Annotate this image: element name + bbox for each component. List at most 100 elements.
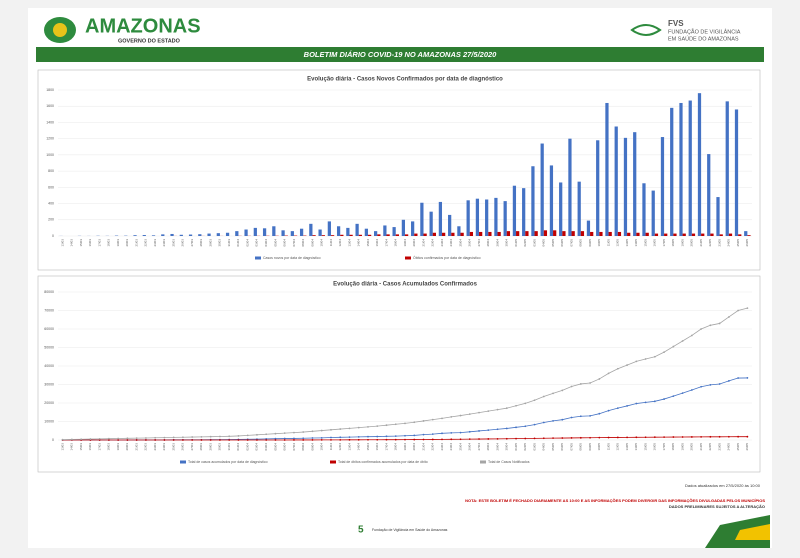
x-tick-label: 04/04 bbox=[264, 443, 268, 451]
point bbox=[487, 429, 490, 432]
point bbox=[496, 408, 499, 411]
x-tick-label: 26/03 bbox=[181, 239, 185, 247]
x-tick-label: 18/04 bbox=[394, 443, 398, 451]
x-tick-label: 16/03 bbox=[88, 239, 92, 247]
point bbox=[663, 436, 665, 439]
point bbox=[570, 437, 573, 439]
y-tick-label: 40000 bbox=[44, 364, 54, 368]
x-tick-label: 28/04 bbox=[486, 239, 490, 247]
point bbox=[431, 438, 434, 441]
point bbox=[644, 401, 647, 404]
point bbox=[607, 409, 610, 412]
bar bbox=[586, 220, 591, 236]
point bbox=[505, 407, 508, 410]
bar bbox=[272, 226, 276, 236]
point bbox=[265, 439, 268, 441]
point bbox=[616, 407, 619, 410]
legend-swatch bbox=[480, 460, 486, 464]
x-tick-label: 25/05 bbox=[736, 443, 740, 451]
point bbox=[163, 439, 166, 441]
y-tick-label: 60000 bbox=[44, 327, 54, 331]
point bbox=[496, 437, 499, 440]
x-tick-label: 21/05 bbox=[699, 239, 703, 247]
point bbox=[737, 435, 740, 438]
point bbox=[191, 436, 194, 438]
point bbox=[376, 438, 379, 441]
x-tick-label: 23/05 bbox=[717, 443, 721, 451]
x-tick-label: 22/03 bbox=[144, 443, 148, 451]
point bbox=[607, 372, 610, 375]
point bbox=[283, 437, 286, 440]
point bbox=[154, 439, 157, 441]
point bbox=[348, 438, 351, 441]
bar bbox=[309, 223, 313, 236]
point bbox=[718, 322, 721, 325]
bar bbox=[503, 201, 507, 236]
x-tick-label: 22/04 bbox=[431, 239, 435, 247]
x-tick-label: 24/05 bbox=[727, 443, 731, 451]
bar bbox=[531, 166, 535, 236]
bar bbox=[719, 234, 723, 236]
x-tick-label: 03/04 bbox=[255, 443, 259, 451]
point bbox=[145, 439, 147, 441]
legend-swatch bbox=[255, 256, 261, 260]
x-tick-label: 14/03 bbox=[70, 443, 74, 451]
x-tick-label: 16/04 bbox=[375, 443, 379, 451]
point bbox=[441, 417, 443, 420]
x-tick-label: 19/03 bbox=[116, 443, 120, 451]
x-tick-label: 12/04 bbox=[338, 443, 342, 451]
x-tick-label: 05/05 bbox=[551, 239, 555, 247]
point bbox=[450, 431, 453, 434]
point bbox=[579, 436, 582, 439]
flag-corner-stripe bbox=[735, 524, 770, 540]
point bbox=[561, 389, 564, 392]
bar bbox=[133, 235, 137, 236]
point bbox=[357, 438, 360, 441]
x-tick-label: 22/04 bbox=[431, 443, 435, 451]
point bbox=[672, 395, 675, 398]
bar bbox=[340, 234, 344, 236]
x-tick-label: 06/04 bbox=[283, 239, 287, 247]
x-tick-label: 11/05 bbox=[606, 443, 610, 451]
x-tick-label: 04/05 bbox=[542, 443, 546, 451]
bar bbox=[605, 102, 609, 236]
bar bbox=[179, 234, 183, 236]
point bbox=[468, 413, 471, 415]
charts: Evolução diária - Casos Novos Confirmado… bbox=[44, 77, 752, 464]
point bbox=[515, 404, 517, 407]
note-2: DADOS PRELIMINARES SUJEITOS A ALTERAÇÃO bbox=[669, 504, 765, 509]
banner bbox=[36, 47, 764, 62]
point bbox=[357, 426, 360, 429]
bar bbox=[405, 234, 409, 236]
x-tick-label: 01/04 bbox=[236, 443, 240, 451]
point bbox=[487, 438, 490, 440]
point bbox=[700, 328, 703, 330]
x-tick-label: 19/03 bbox=[116, 239, 120, 247]
point bbox=[718, 383, 721, 385]
bar bbox=[627, 232, 631, 236]
point bbox=[126, 437, 129, 440]
point bbox=[681, 340, 684, 342]
point bbox=[441, 438, 443, 441]
point bbox=[737, 377, 740, 379]
x-tick-label: 13/03 bbox=[60, 239, 64, 247]
x-tick-label: 02/05 bbox=[523, 443, 527, 451]
x-tick-label: 05/04 bbox=[273, 239, 277, 247]
point bbox=[394, 438, 397, 441]
x-tick-label: 14/05 bbox=[634, 443, 638, 451]
point bbox=[505, 437, 508, 440]
point bbox=[394, 423, 397, 426]
point bbox=[589, 436, 591, 439]
bar bbox=[485, 199, 489, 236]
x-tick-label: 19/05 bbox=[680, 443, 684, 451]
bar bbox=[423, 233, 427, 236]
coat-of-arms-center bbox=[53, 23, 67, 37]
point bbox=[293, 439, 295, 441]
bar bbox=[479, 231, 483, 236]
bar bbox=[349, 234, 353, 236]
x-tick-label: 10/05 bbox=[597, 239, 601, 247]
point bbox=[394, 435, 397, 438]
point bbox=[228, 439, 231, 441]
point bbox=[274, 437, 277, 440]
y-tick-label: 10000 bbox=[44, 419, 54, 423]
